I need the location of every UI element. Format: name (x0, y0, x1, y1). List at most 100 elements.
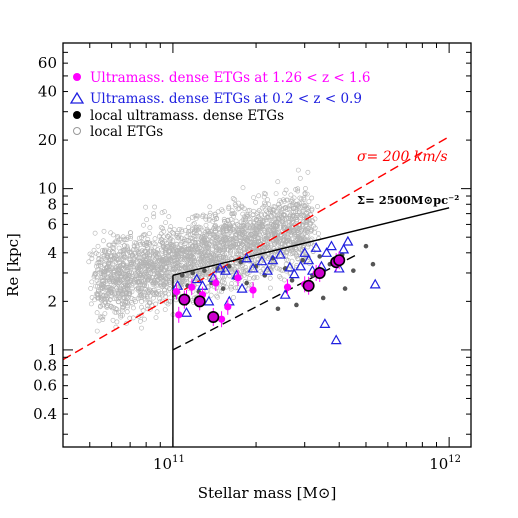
local-etg-point (181, 236, 187, 242)
local-etg-point (143, 255, 149, 261)
local-etg-point (129, 283, 135, 289)
local-etg-point (196, 252, 202, 258)
local-dense-point (294, 302, 299, 308)
local-etg-point (191, 251, 196, 256)
local-etg-point (112, 239, 118, 245)
local-etg-point (151, 262, 157, 268)
local-etg-point (275, 233, 281, 238)
local-etg-point (113, 278, 119, 284)
local-etg-point (124, 320, 129, 326)
legend-label-local-etgs: local ETGs (90, 124, 163, 140)
local-etg-point (92, 272, 97, 278)
triangle-point (261, 264, 274, 275)
y-axis-label: Re [kpc] (4, 233, 22, 297)
local-etg-point (295, 212, 301, 218)
local-etg-point (283, 261, 289, 267)
local-etg-point (121, 279, 127, 284)
local-etg-point (100, 283, 106, 289)
local-dense-point (370, 261, 376, 267)
local-etg-point (300, 222, 306, 228)
local-etg-point (303, 219, 309, 225)
local-etg-point (241, 269, 247, 275)
local-etg-point (192, 227, 198, 233)
local-etg-point (127, 265, 133, 270)
local-etg-point (123, 298, 129, 304)
local-etg-point (179, 239, 185, 245)
local-etg-point (231, 295, 236, 300)
local-etg-point (174, 232, 179, 238)
local-etg-point (232, 211, 237, 216)
local-etg-point (225, 217, 231, 223)
local-etg-point (174, 263, 180, 269)
local-etg-point (286, 218, 292, 224)
local-etg-point (176, 261, 182, 267)
local-etg-point (167, 227, 173, 233)
local-etg-point (121, 256, 126, 262)
local-etg-point (116, 309, 121, 315)
local-etg-point (190, 227, 195, 232)
local-etg-point (203, 274, 209, 280)
local-etg-point (203, 216, 209, 222)
local-etg-point (221, 228, 227, 234)
local-dense-point (226, 263, 232, 269)
local-etg-point (168, 224, 174, 230)
local-etg-point (107, 261, 113, 267)
local-etg-point (286, 236, 292, 242)
local-etg-point (218, 240, 223, 246)
local-etg-point (304, 219, 310, 225)
local-dense-point (220, 286, 226, 291)
local-etg-point (285, 215, 291, 221)
local-etg-point (230, 211, 236, 216)
highz-point (217, 315, 226, 323)
local-etg-point (231, 213, 236, 219)
local-etg-point (153, 315, 159, 320)
local-etg-point (281, 277, 287, 283)
local-etg-point (242, 219, 248, 225)
local-etg-point (143, 258, 149, 264)
local-etg-point (130, 315, 136, 321)
local-etg-point (167, 265, 172, 271)
local-dense-point (179, 273, 185, 278)
local-etg-point (304, 191, 310, 197)
local-etg-point (100, 314, 106, 320)
local-etg-point (284, 249, 289, 254)
local-etg-point (213, 248, 219, 254)
local-etg-point (190, 222, 196, 227)
local-etg-point (108, 303, 114, 309)
local-etg-point (284, 197, 289, 203)
local-etg-point (263, 237, 269, 242)
local-etg-point (276, 236, 281, 241)
local-etg-point (113, 309, 119, 315)
local-etg-point (157, 241, 162, 247)
local-etg-point (173, 241, 179, 247)
local-etg-point (239, 243, 245, 249)
y-tick-label: 0.6 (33, 377, 57, 395)
local-etg-point (256, 193, 261, 199)
local-dense-point (275, 306, 281, 312)
local-etg-point (165, 301, 171, 307)
y-tick-label: 10 (38, 180, 57, 198)
local-etg-point (217, 243, 222, 248)
local-etg-point (120, 312, 125, 318)
y-tick-label: 0.8 (33, 357, 57, 375)
local-etg-point (223, 220, 229, 226)
local-dense-point (351, 268, 356, 273)
local-etg-point (159, 240, 165, 246)
local-etg-point (98, 296, 104, 302)
local-etg-point (221, 216, 227, 222)
local-etg-point (282, 190, 288, 196)
local-etg-point (172, 258, 177, 264)
local-etg-point (150, 290, 156, 296)
local-etg-point (127, 270, 133, 276)
local-etg-point (136, 263, 142, 269)
triangle-point (325, 240, 337, 251)
local-etg-point (277, 205, 283, 210)
local-etg-point (147, 299, 153, 305)
local-etg-point (89, 252, 95, 258)
local-etg-point (151, 211, 157, 217)
local-etg-point (243, 237, 249, 243)
local-etg-point (304, 234, 310, 239)
local-etg-point (277, 274, 282, 279)
local-etg-point (293, 251, 299, 257)
local-etg-point (244, 225, 250, 231)
